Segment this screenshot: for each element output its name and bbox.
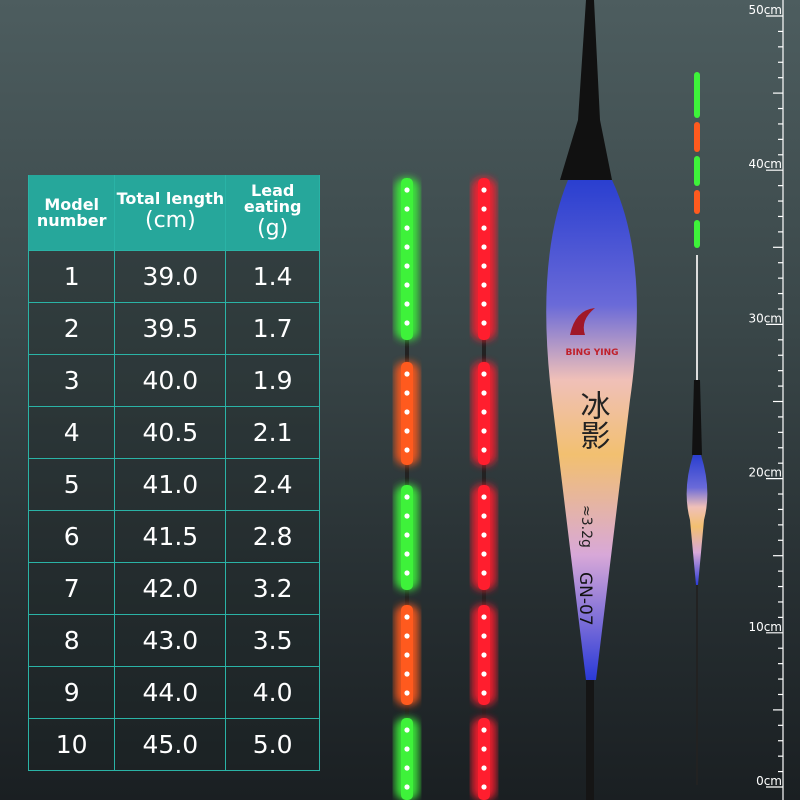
length-cell: 44.0 bbox=[114, 666, 227, 719]
led-float-tip-green-orange bbox=[395, 178, 419, 800]
table-row: 2 39.5 1.7 bbox=[27, 302, 320, 355]
lead-cell: 1.7 bbox=[225, 302, 320, 355]
model-cell: 10 bbox=[27, 718, 116, 771]
table-row: 9 44.0 4.0 bbox=[27, 666, 320, 719]
model-cell: 5 bbox=[27, 458, 116, 511]
float-small-full-view bbox=[686, 72, 708, 785]
spec-table: Model number Total length (cm) Lead eatin… bbox=[27, 175, 320, 771]
ruler-label: 30cm bbox=[748, 311, 782, 325]
lead-cell: 3.5 bbox=[225, 614, 320, 667]
lead-cell: 3.2 bbox=[225, 562, 320, 615]
model-cell: 3 bbox=[27, 354, 116, 407]
model-cell: 1 bbox=[27, 250, 116, 303]
table-row: 3 40.0 1.9 bbox=[27, 354, 320, 407]
length-cell: 40.0 bbox=[114, 354, 227, 407]
led-segment bbox=[478, 718, 490, 800]
lead-cell: 2.4 bbox=[225, 458, 320, 511]
length-cell: 42.0 bbox=[114, 562, 227, 615]
lead-cell: 2.1 bbox=[225, 406, 320, 459]
length-cell: 43.0 bbox=[114, 614, 227, 667]
led-segment bbox=[478, 178, 490, 340]
table-row: 10 45.0 5.0 bbox=[27, 718, 320, 771]
led-segment bbox=[401, 178, 413, 340]
table-row: 6 41.5 2.8 bbox=[27, 510, 320, 563]
header-length: Total length (cm) bbox=[114, 175, 227, 251]
header-lead: Lead eating (g) bbox=[225, 175, 320, 251]
led-float-tip-red bbox=[472, 178, 496, 800]
table-row: 1 39.0 1.4 bbox=[27, 250, 320, 303]
lead-cell: 1.4 bbox=[225, 250, 320, 303]
lead-cell: 2.8 bbox=[225, 510, 320, 563]
lead-cell: 5.0 bbox=[225, 718, 320, 771]
ruler: 50cm 40cm 30cm 20cm 10cm 0cm bbox=[748, 0, 784, 800]
table-row: 7 42.0 3.2 bbox=[27, 562, 320, 615]
length-cell: 41.0 bbox=[114, 458, 227, 511]
chinese-name: 冰影 bbox=[575, 390, 610, 450]
lead-cell: 1.9 bbox=[225, 354, 320, 407]
brand-logo-icon bbox=[570, 308, 595, 335]
model-cell: 2 bbox=[27, 302, 116, 355]
header-model: Model number bbox=[27, 175, 116, 251]
lead-cell: 4.0 bbox=[225, 666, 320, 719]
led-segment bbox=[401, 718, 413, 800]
model-label: GN-07 bbox=[575, 572, 595, 626]
brand-label: BING YING bbox=[565, 348, 618, 358]
model-cell: 9 bbox=[27, 666, 116, 719]
length-cell: 45.0 bbox=[114, 718, 227, 771]
ruler-label: 40cm bbox=[748, 157, 782, 171]
ruler-label: 10cm bbox=[748, 620, 782, 634]
length-cell: 39.0 bbox=[114, 250, 227, 303]
model-cell: 7 bbox=[27, 562, 116, 615]
length-cell: 40.5 bbox=[114, 406, 227, 459]
ruler-label: 0cm bbox=[756, 774, 782, 788]
ruler-label: 20cm bbox=[748, 466, 782, 480]
table-row: 4 40.5 2.1 bbox=[27, 406, 320, 459]
weight-label: ≈3.2g bbox=[578, 505, 594, 548]
float-large: BING YING 冰影 ≈3.2g GN-07 bbox=[546, 0, 637, 800]
model-cell: 4 bbox=[27, 406, 116, 459]
ruler-label: 50cm bbox=[748, 3, 782, 17]
table-row: 5 41.0 2.4 bbox=[27, 458, 320, 511]
length-cell: 41.5 bbox=[114, 510, 227, 563]
